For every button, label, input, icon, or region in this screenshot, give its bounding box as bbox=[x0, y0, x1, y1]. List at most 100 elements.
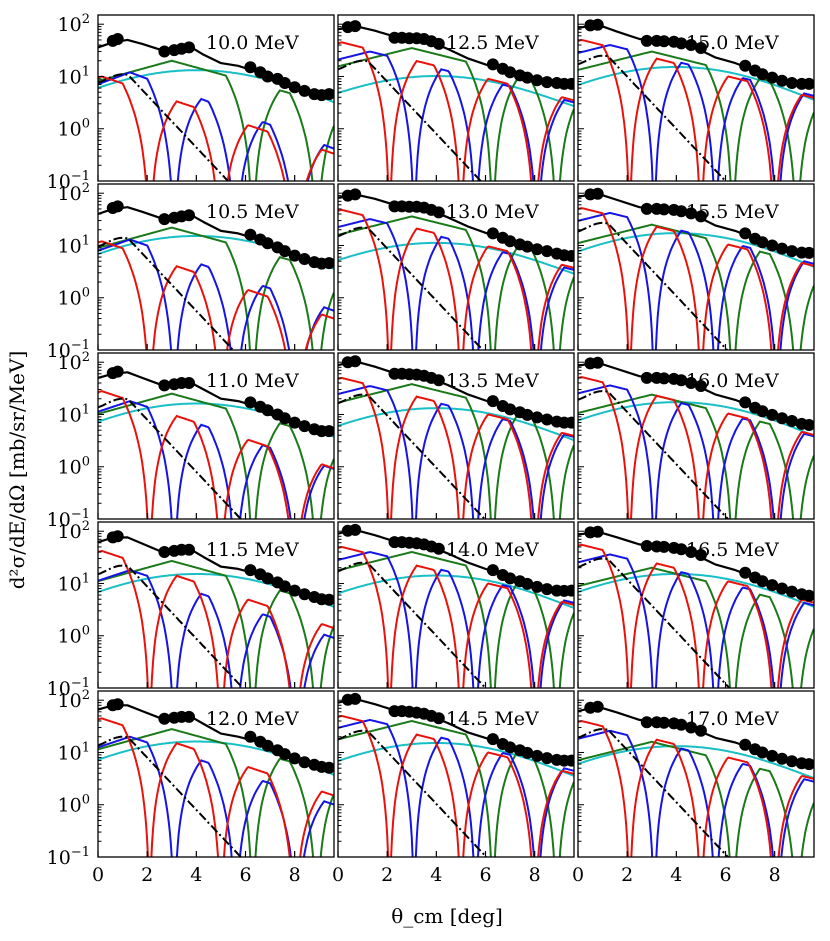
data-point bbox=[803, 246, 814, 259]
panel-frame bbox=[577, 690, 815, 858]
green-curve bbox=[338, 46, 574, 181]
panel-grid: 10.0 MeV 10−1 100 101 102 12.5 MeV 15.0 MeV 10.… bbox=[47, 12, 815, 886]
data-point bbox=[541, 583, 553, 596]
data-point bbox=[432, 37, 445, 50]
data-point bbox=[531, 74, 544, 87]
data-point bbox=[739, 566, 752, 579]
energy-label: 16.5 MeV bbox=[686, 539, 779, 561]
data-point bbox=[694, 380, 707, 392]
energy-label: 15.5 MeV bbox=[686, 201, 779, 223]
energy-label: 12.0 MeV bbox=[206, 708, 299, 730]
red-curve bbox=[578, 38, 814, 181]
red-curve bbox=[578, 720, 814, 857]
red-curve bbox=[338, 41, 574, 181]
data-point bbox=[785, 755, 798, 768]
data-point bbox=[658, 203, 670, 216]
x-tick-label: 0 bbox=[572, 864, 584, 886]
blue-curve bbox=[338, 551, 574, 688]
data-point bbox=[739, 227, 752, 240]
cyan-curve bbox=[338, 241, 574, 275]
data-point bbox=[298, 84, 311, 97]
data-point bbox=[694, 549, 707, 561]
energy-label: 11.5 MeV bbox=[206, 539, 299, 561]
data-point bbox=[504, 235, 517, 248]
plot-area bbox=[98, 530, 334, 688]
data-point bbox=[504, 572, 517, 585]
red-curve bbox=[578, 543, 814, 688]
data-point bbox=[244, 61, 257, 74]
data-point bbox=[658, 716, 670, 729]
green-curve bbox=[98, 59, 334, 181]
data-point bbox=[591, 700, 604, 713]
data-point bbox=[541, 413, 553, 426]
data-point bbox=[486, 564, 499, 577]
data-point bbox=[640, 34, 653, 47]
blue-curve bbox=[98, 569, 334, 688]
data-point bbox=[521, 746, 534, 759]
data-point bbox=[278, 748, 291, 761]
data-point bbox=[785, 245, 798, 258]
data-point bbox=[244, 228, 257, 241]
data-point bbox=[521, 71, 534, 84]
energy-label: 16.0 MeV bbox=[686, 370, 779, 392]
panel-frame bbox=[577, 521, 815, 689]
energy-label: 10.5 MeV bbox=[206, 201, 299, 223]
plot-area bbox=[98, 200, 334, 350]
y-tick-label: 100 bbox=[58, 624, 90, 648]
data-point bbox=[803, 758, 814, 771]
data-point bbox=[261, 404, 274, 417]
dashdot-curve bbox=[338, 393, 487, 519]
y-tick-label: 102 bbox=[58, 12, 90, 36]
plot-area bbox=[578, 700, 814, 857]
y-tick-label: 101 bbox=[58, 402, 90, 426]
green-curve bbox=[98, 392, 334, 519]
blue-curve bbox=[578, 212, 814, 350]
data-point bbox=[591, 525, 604, 538]
data-point bbox=[278, 245, 291, 258]
data-point bbox=[658, 35, 670, 48]
blue-curve bbox=[98, 735, 334, 857]
energy-label: 14.0 MeV bbox=[446, 539, 539, 561]
x-tick-label: 8 bbox=[769, 864, 781, 886]
data-point bbox=[244, 396, 257, 409]
y-tick-label: 102 bbox=[58, 181, 90, 205]
cyan-curve bbox=[578, 401, 814, 437]
green-curve bbox=[578, 740, 814, 857]
red-curve bbox=[578, 376, 814, 519]
y-tick-label: 10−1 bbox=[47, 507, 90, 531]
dashdot-curve bbox=[578, 221, 729, 350]
panel-frame bbox=[337, 183, 575, 351]
panel-7: 11.0 MeV 10−1 100 101 102 bbox=[47, 350, 335, 531]
energy-label: 14.5 MeV bbox=[446, 708, 539, 730]
data-point bbox=[288, 752, 301, 765]
data-point bbox=[158, 213, 171, 226]
data-point bbox=[658, 540, 670, 553]
y-tick-label: 101 bbox=[58, 233, 90, 257]
data-point bbox=[323, 593, 334, 606]
x-tick-label: 8 bbox=[289, 864, 301, 886]
green-curve bbox=[578, 566, 814, 688]
energy-label: 15.0 MeV bbox=[686, 32, 779, 54]
panel-13: 12.0 MeV 0 2 4 6 8 10−1 100 101 102 bbox=[47, 688, 335, 886]
x-tick-label: 6 bbox=[479, 864, 491, 886]
dashdot-curve bbox=[98, 397, 243, 519]
data-point bbox=[685, 39, 698, 51]
panel-12: 16.5 MeV bbox=[577, 521, 815, 689]
panel-15: 17.0 MeV 0 2 4 6 8 bbox=[572, 690, 815, 886]
plot-area bbox=[98, 365, 334, 519]
data-point bbox=[756, 405, 769, 418]
data-point bbox=[739, 396, 752, 409]
y-tick-label: 10−1 bbox=[47, 845, 90, 869]
data-point bbox=[591, 356, 604, 369]
data-point bbox=[685, 377, 698, 389]
energy-label: 13.0 MeV bbox=[446, 201, 539, 223]
panel-3: 15.0 MeV bbox=[577, 14, 815, 182]
y-tick-label: 100 bbox=[58, 793, 90, 817]
data-point bbox=[685, 207, 698, 220]
data-point bbox=[640, 371, 653, 384]
data-point bbox=[158, 379, 171, 392]
data-point bbox=[183, 41, 195, 54]
green-curve bbox=[338, 215, 574, 350]
plot-area bbox=[338, 188, 574, 350]
data-point bbox=[486, 733, 499, 746]
